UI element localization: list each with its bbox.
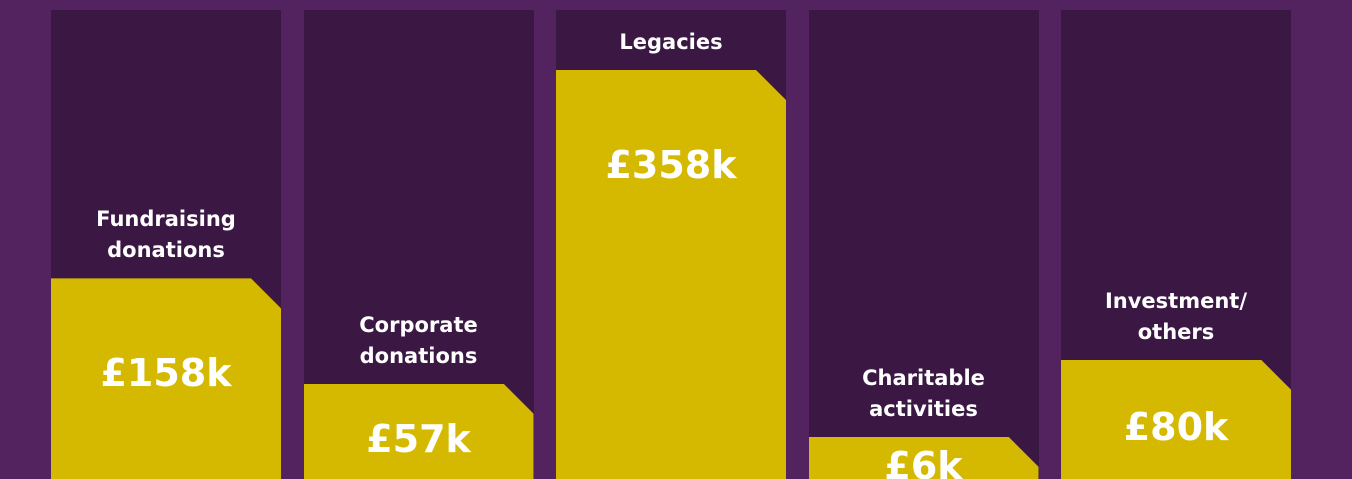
category-label: Corporate donations — [359, 312, 478, 368]
value-label: £80k — [1123, 405, 1229, 450]
bar — [556, 70, 786, 479]
bar — [1061, 360, 1291, 479]
bar — [51, 278, 281, 479]
column: Legacies £358k — [556, 10, 786, 479]
column: Fundraising donations £158k — [51, 10, 281, 479]
category-label: Fundraising donations — [96, 207, 236, 263]
bar — [304, 384, 534, 479]
category-label: Legacies — [619, 30, 723, 54]
category-label: Investment/ others — [1104, 288, 1248, 344]
category-label: Charitable activities — [862, 365, 985, 421]
value-label: £57k — [366, 417, 471, 462]
bar — [809, 437, 1039, 479]
value-label: £6k — [884, 443, 963, 479]
value-label: £158k — [100, 351, 232, 396]
column: Charitable activities £6k — [808, 10, 1039, 479]
column: Corporate donations £57k — [303, 10, 534, 479]
value-label: £358k — [605, 143, 737, 187]
column: Investment/ others £80k — [1061, 10, 1291, 479]
